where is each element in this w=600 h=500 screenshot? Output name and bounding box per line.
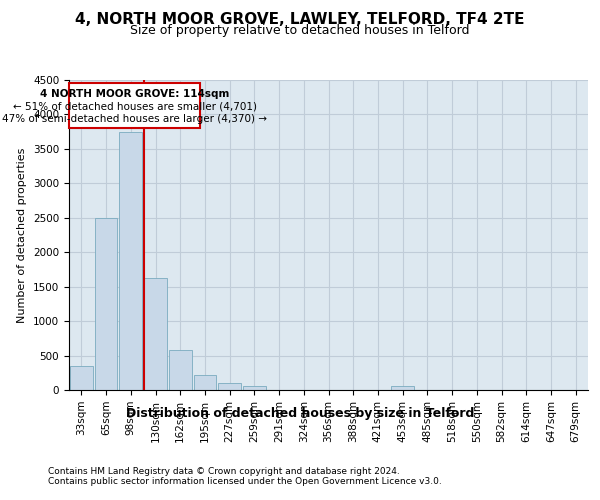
Text: ← 51% of detached houses are smaller (4,701): ← 51% of detached houses are smaller (4,… (13, 102, 257, 112)
Bar (391, 386, 414, 390)
Text: 47% of semi-detached houses are larger (4,370) →: 47% of semi-detached houses are larger (… (2, 114, 268, 124)
Text: 4 NORTH MOOR GROVE: 114sqm: 4 NORTH MOOR GROVE: 114sqm (40, 89, 230, 99)
Bar (144, 278, 167, 390)
Bar (243, 386, 266, 390)
Bar (218, 383, 241, 390)
Bar (119, 132, 142, 390)
Bar (70, 366, 93, 390)
Text: Size of property relative to detached houses in Telford: Size of property relative to detached ho… (130, 24, 470, 37)
Text: Contains public sector information licensed under the Open Government Licence v3: Contains public sector information licen… (48, 477, 442, 486)
Bar (95, 218, 118, 390)
Y-axis label: Number of detached properties: Number of detached properties (17, 148, 28, 322)
Text: 4, NORTH MOOR GROVE, LAWLEY, TELFORD, TF4 2TE: 4, NORTH MOOR GROVE, LAWLEY, TELFORD, TF… (75, 12, 525, 28)
Bar (169, 350, 191, 390)
FancyBboxPatch shape (70, 84, 200, 128)
Bar (194, 374, 216, 390)
Text: Distribution of detached houses by size in Telford: Distribution of detached houses by size … (126, 408, 474, 420)
Text: Contains HM Land Registry data © Crown copyright and database right 2024.: Contains HM Land Registry data © Crown c… (48, 467, 400, 476)
